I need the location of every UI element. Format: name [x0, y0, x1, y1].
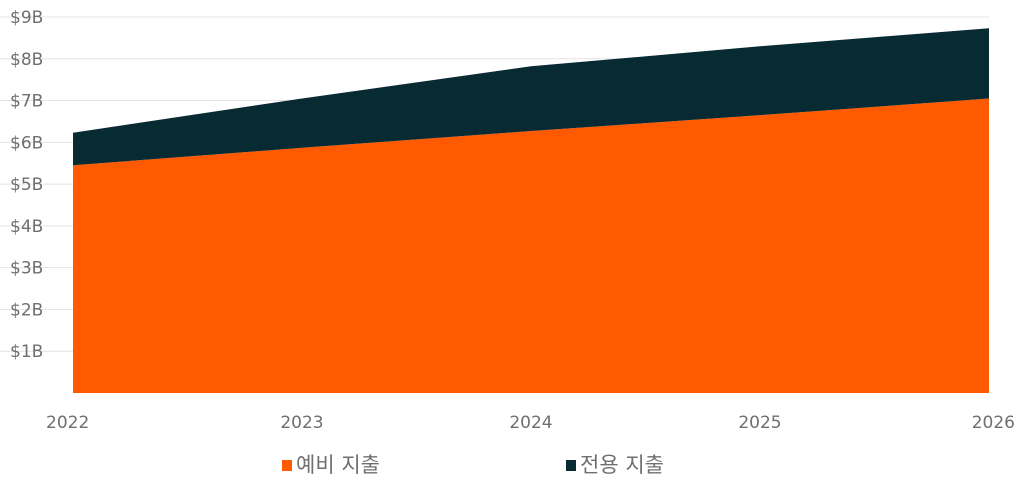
x-tick-label: 2025 [738, 413, 781, 433]
legend-swatch-series-1 [566, 460, 576, 471]
y-axis-tick-labels: $1B $2B $3B $4B $5B $6B $7B $8B $9B [10, 8, 43, 362]
x-axis-tick-labels: 2022 2023 2024 2025 2026 [46, 413, 1015, 433]
area-series [73, 28, 989, 393]
legend-swatch-series-0 [282, 460, 292, 471]
y-tick-label: $2B [10, 300, 43, 320]
x-tick-label: 2023 [280, 413, 323, 433]
legend: 예비 지출 전용 지출 [0, 455, 1029, 485]
y-tick-label: $9B [10, 8, 43, 28]
y-tick-label: $7B [10, 92, 43, 112]
y-tick-label: $5B [10, 175, 43, 195]
x-tick-label: 2026 [972, 413, 1015, 433]
legend-label-series-1: 전용 지출 [580, 453, 664, 477]
x-tick-label: 2022 [46, 413, 89, 433]
x-tick-label: 2024 [509, 413, 552, 433]
y-tick-label: $8B [10, 50, 43, 70]
y-tick-label: $4B [10, 217, 43, 237]
area-series-1 [73, 28, 989, 166]
legend-label-series-0: 예비 지출 [296, 453, 380, 477]
y-tick-label: $1B [10, 342, 43, 362]
legend-item-series-0: 예비 지출 [282, 455, 380, 476]
y-tick-label: $3B [10, 259, 43, 279]
y-tick-label: $6B [10, 133, 43, 153]
legend-item-series-1: 전용 지출 [566, 455, 664, 476]
stacked-area-chart: $1B $2B $3B $4B $5B $6B $7B $8B $9B 2022 2023 2024… [0, 8, 1015, 433]
area-series-0 [73, 98, 989, 393]
